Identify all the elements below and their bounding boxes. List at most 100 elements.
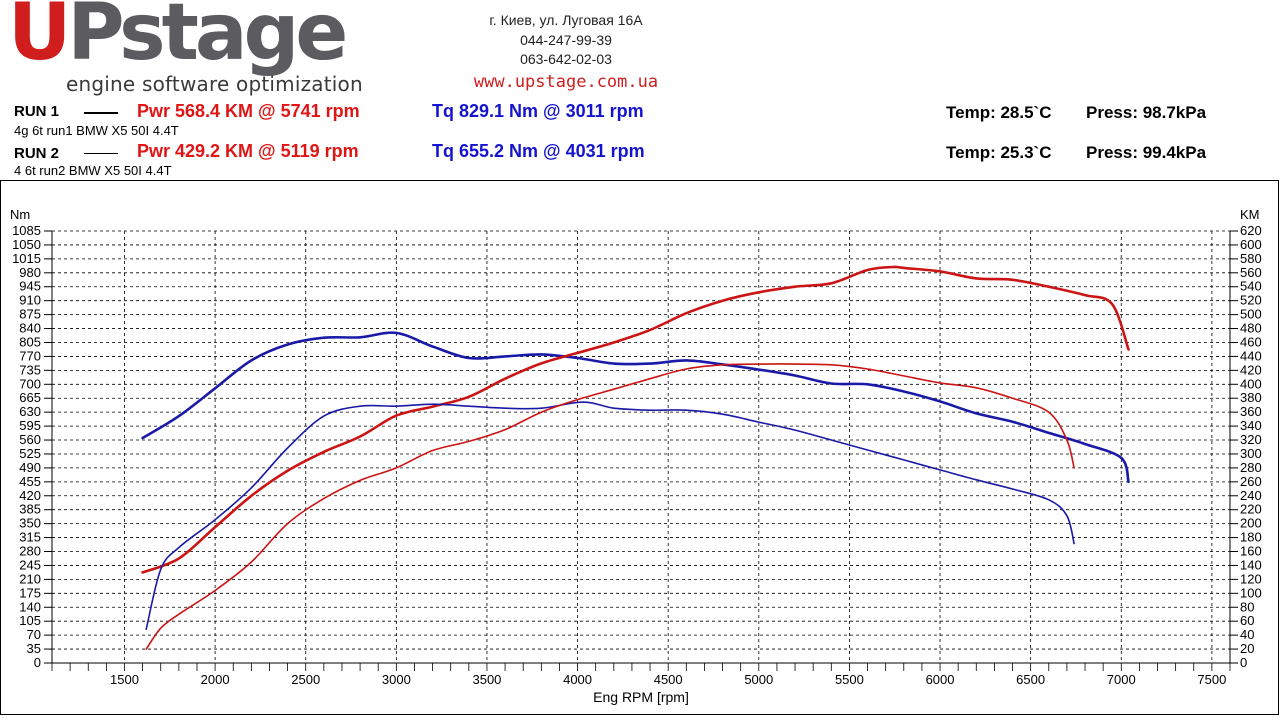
x-tick-label: 7000 (1107, 672, 1136, 687)
y-right-tick-label: 580 (1240, 251, 1262, 266)
run1-power-summary: Pwr 568.4 KM @ 5741 rpm (137, 101, 360, 121)
y-right-tick-label: 260 (1240, 474, 1262, 489)
y-left-tick-label: 140 (19, 599, 41, 614)
website-link[interactable]: www.upstage.com.ua (473, 72, 659, 92)
y-left-tick-label: 490 (19, 460, 41, 475)
y-left-tick-label: 315 (19, 530, 41, 545)
address: г. Киев, ул. Луговая 16А (489, 12, 643, 28)
y-right-tick-label: 140 (1240, 557, 1262, 572)
y-right-axis-title: KM (1240, 207, 1260, 222)
y-right-tick-label: 440 (1240, 348, 1262, 363)
run1-legend-line (84, 112, 118, 114)
run2-legend-line (84, 153, 118, 154)
x-tick-label: 6000 (926, 672, 955, 687)
y-right-tick-label: 160 (1240, 544, 1262, 559)
x-tick-label: 2000 (201, 672, 230, 687)
y-left-tick-label: 175 (19, 585, 41, 600)
y-left-tick-label: 770 (19, 348, 41, 363)
y-right-tick-label: 520 (1240, 293, 1262, 308)
x-tick-label: 6500 (1016, 672, 1045, 687)
y-left-tick-label: 525 (19, 446, 41, 461)
run1-description: 4g 6t run1 BMW X5 50I 4.4T (14, 123, 179, 138)
y-left-tick-label: 945 (19, 279, 41, 294)
x-tick-label: 1500 (110, 672, 139, 687)
y-right-tick-label: 40 (1240, 627, 1254, 642)
y-left-tick-label: 70 (27, 627, 41, 642)
y-left-tick-label: 1085 (12, 223, 41, 238)
y-right-tick-label: 360 (1240, 404, 1262, 419)
y-right-tick-label: 560 (1240, 265, 1262, 280)
y-right-tick-label: 320 (1240, 432, 1262, 447)
run1-label: RUN 1 (14, 103, 60, 120)
upstage-logo: UPstage (8, 0, 348, 72)
y-right-tick-label: 380 (1240, 390, 1262, 405)
y-left-tick-label: 385 (19, 502, 41, 517)
y-left-tick-label: 455 (19, 474, 41, 489)
y-right-tick-label: 400 (1240, 376, 1262, 391)
y-left-tick-label: 560 (19, 432, 41, 447)
y-right-tick-label: 420 (1240, 362, 1262, 377)
y-right-tick-label: 240 (1240, 488, 1262, 503)
y-right-tick-label: 60 (1240, 613, 1254, 628)
y-left-tick-label: 840 (19, 321, 41, 336)
y-right-tick-label: 280 (1240, 460, 1262, 475)
x-tick-label: 5500 (835, 672, 864, 687)
y-left-axis-title: Nm (10, 207, 30, 222)
x-tick-label: 2500 (291, 672, 320, 687)
run2-temp: Temp: 25.3`C (946, 143, 1052, 162)
run2-power-summary: Pwr 429.2 KM @ 5119 rpm (137, 141, 359, 161)
y-left-tick-label: 1015 (12, 251, 41, 266)
y-left-tick-label: 875 (19, 307, 41, 322)
y-right-tick-label: 480 (1240, 321, 1262, 336)
y-right-tick-label: 220 (1240, 502, 1262, 517)
y-left-tick-label: 0 (34, 655, 41, 670)
phone-1: 044-247-99-39 (520, 32, 612, 48)
y-right-tick-label: 300 (1240, 446, 1262, 461)
y-right-tick-label: 600 (1240, 237, 1262, 252)
y-right-tick-label: 620 (1240, 223, 1262, 238)
logo-wordmark: Pstage (67, 0, 348, 78)
y-right-tick-label: 180 (1240, 530, 1262, 545)
y-left-tick-label: 1050 (12, 237, 41, 252)
y-right-tick-label: 80 (1240, 599, 1254, 614)
series-run2-torque-line (145, 401, 1075, 630)
y-left-tick-label: 595 (19, 418, 41, 433)
x-tick-label: 4000 (563, 672, 592, 687)
y-right-tick-label: 500 (1240, 307, 1262, 322)
y-left-tick-label: 35 (27, 641, 41, 656)
y-left-tick-label: 700 (19, 376, 41, 391)
y-left-tick-label: 910 (19, 293, 41, 308)
y-right-tick-label: 120 (1240, 571, 1262, 586)
run1-torque-summary: Tq 829.1 Nm @ 3011 rpm (432, 101, 644, 121)
y-right-tick-label: 100 (1240, 585, 1262, 600)
x-tick-label: 7500 (1197, 672, 1226, 687)
y-right-tick-label: 340 (1240, 418, 1262, 433)
y-left-tick-label: 805 (19, 334, 41, 349)
y-left-tick-label: 210 (19, 571, 41, 586)
y-right-tick-label: 540 (1240, 279, 1262, 294)
run2-press: Press: 99.4kPa (1086, 143, 1207, 162)
logo-tagline: engine software optimization (66, 72, 363, 96)
y-right-tick-label: 200 (1240, 516, 1262, 531)
y-right-tick-label: 0 (1240, 655, 1247, 670)
run1-temp: Temp: 28.5`C (946, 103, 1052, 122)
y-left-tick-label: 420 (19, 488, 41, 503)
series-run1-torque-line (141, 331, 1130, 484)
y-left-tick-label: 245 (19, 557, 41, 572)
run2-description: 4 6t run2 BMW X5 50I 4.4T (14, 163, 172, 178)
y-left-tick-label: 665 (19, 390, 41, 405)
x-tick-label: 4500 (654, 672, 683, 687)
run2-label: RUN 2 (14, 145, 60, 162)
series-run1-power-line (141, 265, 1130, 574)
run2-torque-summary: Tq 655.2 Nm @ 4031 rpm (432, 141, 645, 161)
phone-2: 063-642-02-03 (520, 51, 612, 67)
y-left-tick-label: 280 (19, 544, 41, 559)
y-right-tick-label: 20 (1240, 641, 1254, 656)
x-tick-label: 5000 (744, 672, 773, 687)
y-left-tick-label: 350 (19, 516, 41, 531)
y-left-tick-label: 105 (19, 613, 41, 628)
logo-u-letter: U (8, 0, 71, 78)
x-tick-label: 3500 (472, 672, 501, 687)
x-tick-label: 3000 (382, 672, 411, 687)
